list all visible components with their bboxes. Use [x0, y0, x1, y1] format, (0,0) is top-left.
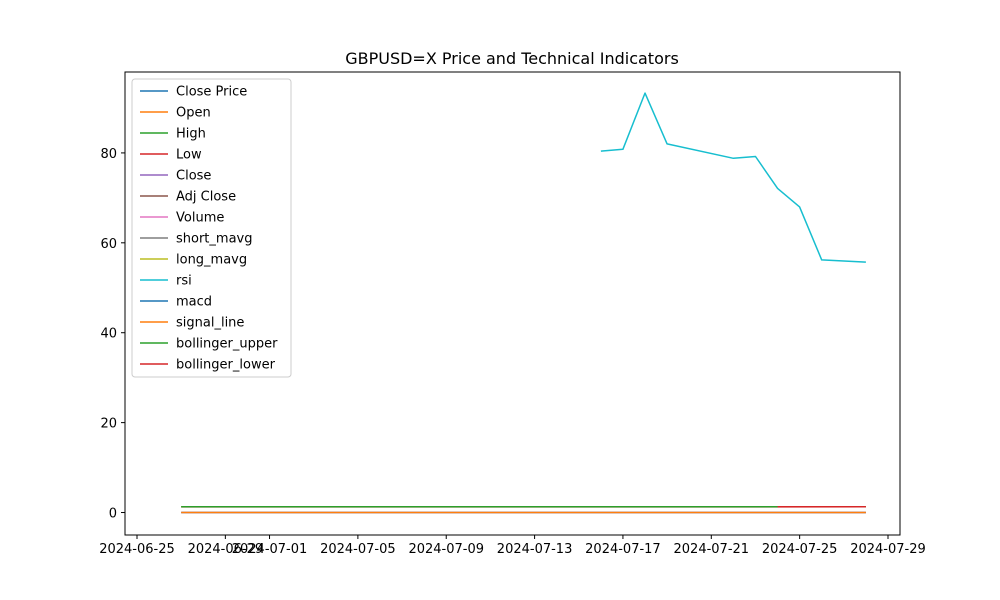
legend-label-signal-line: signal_line [176, 316, 244, 331]
series-layer [181, 92, 866, 514]
y-tick-label: 40 [100, 327, 117, 342]
y-tick-label: 80 [100, 147, 117, 162]
legend-label-low: Low [176, 148, 202, 163]
plot-border [124, 71, 901, 536]
x-tick-label: 2024-07-01 [232, 542, 308, 557]
x-tick-label: 2024-07-05 [320, 542, 396, 557]
legend-label-long-mavg: long_mavg [176, 253, 247, 268]
legend-label-rsi: rsi [176, 274, 192, 289]
x-tick-label: 2024-07-13 [497, 542, 573, 557]
legend: Close Price Open High Low Close Adj Close Volu… [131, 78, 292, 378]
legend-label-bollinger-lower: bollinger_lower [176, 358, 276, 373]
x-tick-label: 2024-07-25 [762, 542, 838, 557]
legend-label-close-price: Close Price [176, 85, 247, 100]
legend-label-close: Close [176, 169, 211, 184]
legend-box [131, 78, 292, 378]
legend-label-macd: macd [176, 295, 212, 310]
series-line-rsi [600, 92, 866, 263]
x-tick-label: 2024-07-17 [585, 542, 661, 557]
legend-label-high: High [176, 127, 206, 142]
y-tick-label: 60 [100, 237, 117, 252]
x-tick-label: 2024-06-25 [99, 542, 175, 557]
legend-label-volume: Volume [176, 211, 224, 226]
x-tick-label: 2024-07-29 [850, 542, 926, 557]
legend-label-short-mavg: short_mavg [176, 232, 252, 247]
x-tick-label: 2024-07-21 [674, 542, 750, 557]
chart-title: GBPUSD=X Price and Technical Indicators [345, 49, 679, 68]
x-tick-label: 2024-06-29 [188, 542, 264, 557]
x-tick-label: 2024-07-09 [408, 542, 484, 557]
y-tick-label: 0 [109, 507, 117, 522]
legend-label-open: Open [176, 106, 211, 121]
y-tick-label: 20 [100, 417, 117, 432]
legend-label-adj-close: Adj Close [176, 190, 236, 205]
legend-label-bollinger-upper: bollinger_upper [176, 337, 278, 352]
